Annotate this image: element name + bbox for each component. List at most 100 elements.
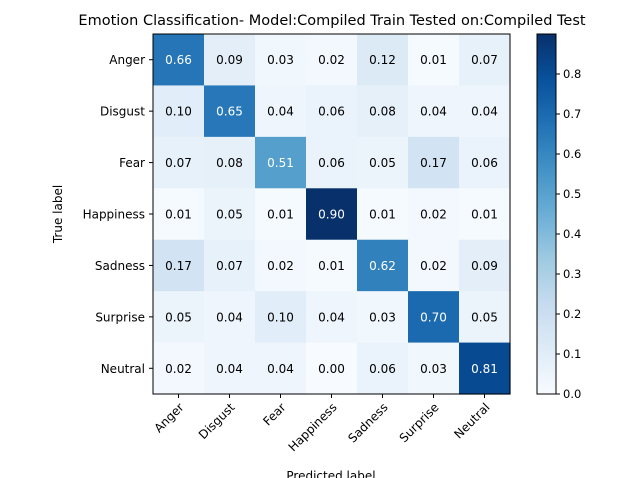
cell-value-label: 0.06 — [471, 156, 498, 170]
heatmap-cell — [408, 239, 460, 292]
cell-value-label: 0.07 — [216, 259, 243, 273]
colorbar-ticks: 0.0 0.1 0.2 0.3 0.4 0.5 0.6 0.7 0.8 — [556, 67, 581, 401]
x-tick-label: Surprise — [397, 400, 442, 445]
heatmap-cell — [255, 342, 307, 395]
heatmap-cell — [255, 34, 307, 87]
cell-value-label: 0.01 — [318, 259, 345, 273]
heatmap-cell — [255, 239, 307, 292]
y-tick-label: Neutral — [101, 362, 145, 376]
heatmap-cell — [357, 85, 409, 138]
colorbar-tick-label: 0.6 — [563, 147, 581, 161]
cell-value-label: 0.10 — [165, 105, 192, 119]
heatmap-cell — [408, 136, 460, 189]
heatmap-cell — [204, 239, 256, 292]
heatmap-cell — [459, 188, 511, 241]
heatmap-cell — [204, 188, 256, 241]
heatmap-cell — [306, 239, 358, 292]
cell-value-label: 0.00 — [318, 362, 345, 376]
heatmap-cell — [153, 188, 205, 241]
heatmap-cell — [255, 188, 307, 241]
cell-value-label: 0.17 — [420, 156, 447, 170]
cell-value-label: 0.06 — [318, 156, 345, 170]
heatmap-value-labels: 0.66 0.09 0.03 0.02 0.12 0.01 0.07 0.10 0.65 0.04… — [165, 53, 498, 376]
heatmap-cell — [408, 85, 460, 138]
heatmap-cell — [153, 85, 205, 138]
heatmap-cell — [153, 342, 205, 395]
y-tick-label: Fear — [119, 156, 145, 170]
x-tick-label: Sadness — [345, 400, 390, 445]
heatmap-cell — [357, 188, 409, 241]
cell-value-label: 0.01 — [471, 208, 498, 222]
y-tick-label: Anger — [109, 53, 145, 67]
x-tick-label: Fear — [260, 400, 288, 428]
heatmap-cell — [357, 239, 409, 292]
cell-value-label: 0.12 — [369, 53, 396, 67]
cell-value-label: 0.17 — [165, 259, 192, 273]
heatmap-cell — [255, 85, 307, 138]
heatmap-cell — [459, 136, 511, 189]
heatmap-cell — [153, 34, 205, 87]
cell-value-label: 0.04 — [216, 310, 243, 324]
x-tick-label: Anger — [151, 400, 186, 435]
cell-value-label: 0.51 — [267, 156, 294, 170]
y-axis-ticks: Anger Disgust Fear Happiness Sadness Surprise… — [83, 53, 153, 376]
cell-value-label: 0.07 — [471, 53, 498, 67]
x-axis-label: Predicted label — [286, 469, 375, 478]
y-tick-label: Happiness — [83, 208, 145, 222]
cell-value-label: 0.05 — [369, 156, 396, 170]
heatmap-cell — [357, 136, 409, 189]
heatmap-cell — [306, 342, 358, 395]
heatmap-cell — [153, 291, 205, 344]
cell-value-label: 0.05 — [216, 208, 243, 222]
heatmap-cell — [306, 85, 358, 138]
heatmap-cell — [459, 291, 511, 344]
cell-value-label: 0.02 — [267, 259, 294, 273]
heatmap-cell — [153, 136, 205, 189]
cell-value-label: 0.04 — [267, 105, 294, 119]
cell-value-label: 0.09 — [216, 53, 243, 67]
colorbar-tick-label: 0.4 — [563, 227, 581, 241]
colorbar-tick-label: 0.7 — [563, 107, 581, 121]
cell-value-label: 0.70 — [420, 310, 447, 324]
heatmap-cell — [357, 342, 409, 395]
y-tick-label: Disgust — [100, 105, 145, 119]
heatmap-cell — [306, 136, 358, 189]
heatmap-cell — [408, 34, 460, 87]
heatmap-cell — [204, 342, 256, 395]
cell-value-label: 0.03 — [369, 310, 396, 324]
cell-value-label: 0.81 — [471, 362, 498, 376]
cell-value-label: 0.02 — [318, 53, 345, 67]
cell-value-label: 0.03 — [267, 53, 294, 67]
cell-value-label: 0.02 — [165, 362, 192, 376]
heatmap-cell — [459, 342, 511, 395]
y-axis-label: True label — [51, 185, 65, 244]
colorbar-tick-label: 0.2 — [563, 307, 581, 321]
heatmap-cell — [204, 85, 256, 138]
y-tick-label: Sadness — [95, 259, 145, 273]
cell-value-label: 0.01 — [267, 208, 294, 222]
cell-value-label: 0.01 — [369, 208, 396, 222]
heatmap-cell — [459, 85, 511, 138]
cell-value-label: 0.08 — [216, 156, 243, 170]
heatmap-cell — [153, 239, 205, 292]
heatmap-cell — [306, 291, 358, 344]
chart-title: Emotion Classification- Model:Compiled T… — [78, 13, 585, 29]
cell-value-label: 0.05 — [165, 310, 192, 324]
heatmap-cell — [306, 188, 358, 241]
heatmap-cell — [459, 239, 511, 292]
colorbar-tick-label: 0.3 — [563, 267, 581, 281]
cell-value-label: 0.04 — [420, 105, 447, 119]
heatmap-cell — [306, 34, 358, 87]
cell-value-label: 0.08 — [369, 105, 396, 119]
heatmap-cell — [204, 291, 256, 344]
cell-value-label: 0.10 — [267, 310, 294, 324]
cell-value-label: 0.02 — [420, 208, 447, 222]
heatmap-cell — [255, 136, 307, 189]
colorbar-tick-label: 0.1 — [563, 347, 581, 361]
heatmap-cells — [153, 34, 511, 395]
heatmap-cell — [204, 34, 256, 87]
x-tick-label: Neutral — [451, 400, 492, 441]
cell-value-label: 0.06 — [318, 105, 345, 119]
colorbar-tick-label: 0.0 — [563, 387, 581, 401]
